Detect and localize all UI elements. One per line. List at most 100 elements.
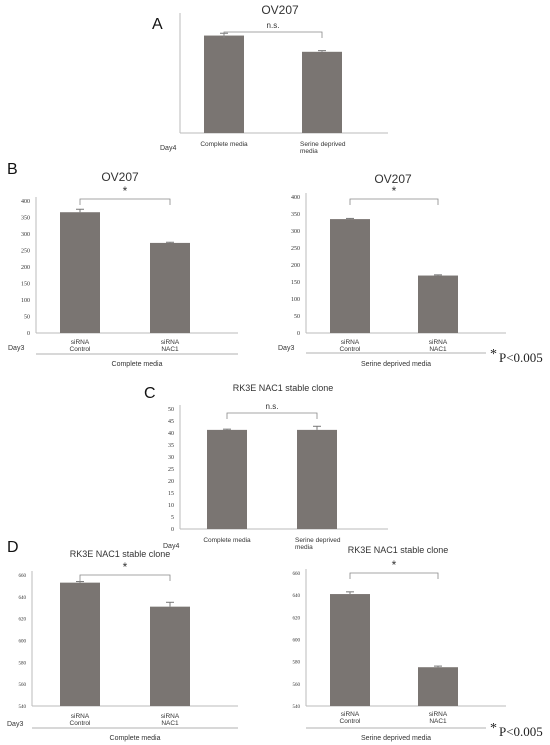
x-category-label: siRNA NAC1	[429, 711, 448, 725]
p-value-text: P<0.005	[499, 724, 543, 739]
chart-title: RK3E NAC1 stable clone	[70, 549, 171, 559]
y-tick-label: 580	[19, 661, 27, 666]
panel-letter-a: A	[152, 16, 163, 33]
y-tick-label: 250	[21, 249, 30, 255]
significance-bracket	[223, 31, 323, 38]
y-tick-label: 0	[297, 331, 300, 337]
significance-bracket	[79, 574, 171, 581]
y-tick-label: 580	[293, 661, 301, 666]
y-tick-label: 200	[291, 263, 300, 269]
y-tick-label: 560	[293, 683, 301, 688]
y-tick-label: 35	[168, 443, 174, 449]
x-category-label-line: siRNA	[341, 339, 360, 346]
significance-label: *	[392, 558, 397, 572]
p-value-text: P<0.005	[499, 350, 543, 365]
y-tick-label: 25	[168, 467, 174, 473]
y-tick-label: 200	[21, 265, 30, 271]
bar	[60, 212, 100, 333]
y-tick-label: 540	[19, 705, 27, 710]
bar	[150, 242, 190, 333]
y-tick-label: 540	[293, 705, 301, 710]
panel-letter-b: B	[7, 161, 18, 178]
group-label: Serine deprived media	[361, 361, 431, 368]
y-tick-label: 250	[291, 246, 300, 252]
significance-label: *	[123, 560, 128, 574]
y-tick-label: 100	[291, 297, 300, 303]
y-tick-label: 560	[19, 683, 27, 688]
bar	[302, 51, 342, 133]
day-label: Day3	[8, 345, 24, 352]
x-category-label: siRNA NAC1	[429, 339, 448, 353]
x-category-label-line: siRNA	[71, 339, 90, 346]
group-label: Serine deprived media	[361, 735, 431, 742]
significance-label: n.s.	[266, 402, 279, 411]
bar	[207, 429, 247, 529]
chart-title: RK3E NAC1 stable clone	[348, 545, 449, 555]
x-category-label-line: Control	[340, 346, 362, 353]
significance-bracket	[226, 412, 318, 419]
chart-title: OV207	[261, 3, 299, 17]
bar	[204, 35, 244, 134]
significance-label: *	[392, 184, 397, 198]
significance-bracket	[349, 572, 439, 579]
y-tick-label: 15	[168, 491, 174, 497]
x-category-label: Complete media	[203, 537, 251, 544]
x-category-label-line: siRNA	[341, 711, 360, 718]
bar	[297, 429, 337, 529]
x-category-label: siRNA NAC1	[161, 339, 180, 353]
significance-bracket	[79, 198, 171, 205]
x-category-label: siRNA NAC1	[161, 713, 180, 727]
panel-letter-d: D	[7, 539, 19, 556]
x-category-label-line: siRNA	[161, 713, 180, 720]
x-category-label: Serine deprived media	[295, 537, 341, 551]
day-label: Day3	[7, 721, 23, 728]
bar	[150, 606, 190, 706]
day-label: Day3	[278, 345, 294, 352]
x-category-label-line: siRNA	[429, 711, 448, 718]
y-tick-label: 10	[168, 503, 174, 509]
x-category-label-line: Control	[70, 346, 92, 353]
y-tick-label: 350	[21, 216, 30, 222]
x-category-label-line: Serine deprived	[300, 141, 346, 148]
y-tick-label: 0	[171, 527, 174, 533]
y-tick-label: 300	[21, 232, 30, 238]
p-value-note-bottom: * P<0.005	[490, 721, 543, 741]
x-category-label: Serine deprived media	[300, 141, 346, 155]
y-tick-label: 640	[293, 594, 301, 599]
chart-title: OV207	[101, 170, 139, 184]
chart-title: OV207	[374, 172, 412, 186]
y-tick-label: 30	[168, 455, 174, 461]
x-category-label-line: NAC1	[161, 720, 179, 727]
significance-label: *	[123, 184, 128, 198]
group-label: Complete media	[110, 735, 161, 742]
chart-title: RK3E NAC1 stable clone	[233, 383, 334, 393]
y-tick-label: 620	[293, 616, 301, 621]
x-category-label-line: media	[300, 148, 318, 155]
x-category-label-line: Control	[340, 718, 362, 725]
y-tick-label: 660	[19, 574, 27, 579]
bar	[330, 219, 370, 333]
group-label: Complete media	[112, 361, 163, 368]
y-tick-label: 640	[19, 596, 27, 601]
bar	[418, 275, 458, 333]
y-tick-label: 40	[168, 431, 174, 437]
y-tick-label: 400	[291, 195, 300, 201]
x-category-label-line: Control	[70, 720, 92, 727]
y-tick-label: 400	[21, 199, 30, 205]
y-tick-label: 50	[294, 314, 300, 320]
y-tick-label: 660	[293, 572, 301, 577]
y-tick-label: 50	[24, 315, 30, 321]
significance-bracket	[349, 198, 439, 205]
x-category-label-line: siRNA	[429, 339, 448, 346]
x-category-label-line: siRNA	[161, 339, 180, 346]
panel-letter-c: C	[144, 385, 156, 402]
x-category-label-line: media	[295, 544, 313, 551]
p-value-note-top: * P<0.005	[490, 347, 543, 367]
x-category-label: Complete media	[200, 141, 248, 148]
y-tick-label: 300	[291, 229, 300, 235]
y-tick-label: 600	[19, 640, 27, 645]
significance-label: n.s.	[267, 21, 280, 30]
y-tick-label: 0	[27, 331, 30, 337]
bar	[60, 582, 100, 706]
